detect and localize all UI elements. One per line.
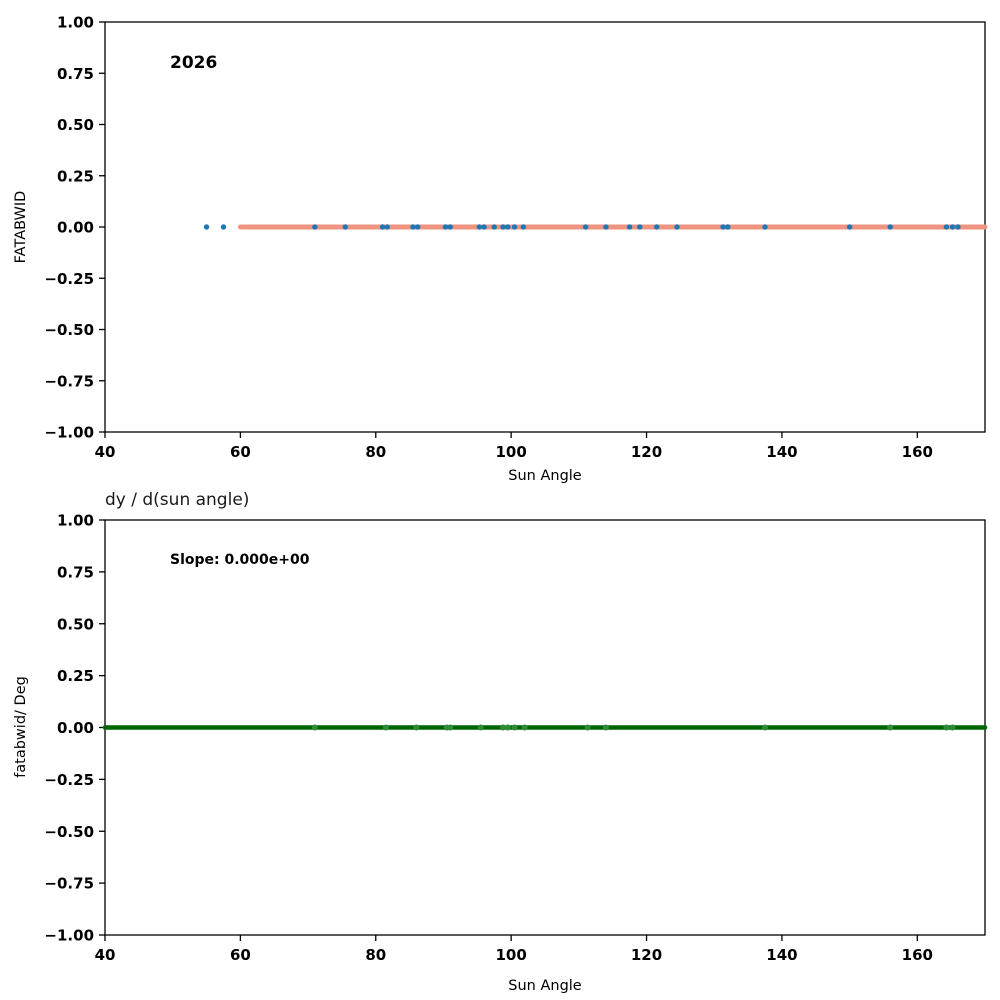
scatter-point [379, 224, 386, 230]
y-tick-label: −0.75 [44, 875, 94, 893]
y-tick-label: 1.00 [57, 14, 94, 32]
y-tick-label: −1.00 [44, 424, 94, 442]
scatter-point [415, 224, 421, 230]
y-tick-label: −0.50 [44, 823, 94, 841]
scatter-point [762, 724, 768, 731]
x-tick-label: 80 [365, 946, 386, 964]
x-tick-label: 120 [631, 946, 662, 964]
scatter-point [477, 724, 484, 731]
y-tick-label: 0.00 [57, 719, 94, 737]
scatter-point [943, 724, 950, 731]
scatter-point [943, 224, 950, 230]
scatter-point [725, 224, 731, 230]
y-tick-label: −0.25 [44, 771, 94, 789]
scatter-point [505, 224, 511, 230]
bottom-annotation: Slope: 0.000e+00 [170, 552, 310, 568]
bottom-xlabel: Sun Angle [508, 978, 582, 994]
scatter-point [203, 224, 210, 230]
y-tick-label: 0.50 [57, 615, 94, 633]
scatter-point [312, 224, 318, 230]
y-tick-label: 1.00 [57, 512, 94, 530]
scatter-point [220, 224, 227, 230]
top-chart: 40 60 80 100 120 140 160 1.00 0.75 0.50 0.25 0.00 −0… [13, 14, 988, 484]
bottom-ylabel: fatabwid/ Deg [13, 676, 29, 778]
scatter-point [382, 724, 389, 731]
scatter-point [447, 224, 453, 230]
scatter-point [447, 724, 454, 731]
scatter-point [511, 224, 518, 230]
scatter-point [413, 724, 420, 731]
top-chart-plot-area: 40 60 80 100 120 140 160 1.00 0.75 0.50 0.25 0.00 −0… [44, 14, 988, 461]
x-tick-label: 80 [365, 443, 386, 461]
y-tick-label: 0.25 [57, 667, 94, 685]
x-tick-label: 140 [766, 946, 797, 964]
y-tick-label: −0.75 [44, 372, 94, 390]
x-tick-label: 100 [495, 946, 526, 964]
scatter-point [955, 224, 961, 230]
scatter-point [720, 224, 726, 230]
y-tick-label: 0.75 [57, 563, 94, 581]
y-tick-label: 0.00 [57, 219, 94, 237]
scatter-point [674, 224, 680, 230]
y-tick-label: 0.25 [57, 167, 94, 185]
x-tick-label: 100 [495, 443, 526, 461]
scatter-point [521, 724, 528, 731]
scatter-point [602, 724, 609, 731]
scatter-point [500, 224, 506, 230]
scatter-point [476, 224, 483, 230]
scatter-point [511, 724, 518, 731]
x-tick-label: 60 [230, 443, 251, 461]
bottom-chart: 40 60 80 100 120 140 160 1.00 0.75 0.50 0.25 0.00 −0… [13, 490, 988, 994]
x-tick-label: 160 [902, 443, 933, 461]
scatter-point [887, 724, 894, 731]
bottom-title: dy / d(sun angle) [105, 490, 249, 510]
scatter-point [637, 224, 643, 230]
y-tick-label: 0.75 [57, 65, 94, 83]
y-tick-label: −1.00 [44, 927, 94, 945]
x-tick-label: 40 [95, 946, 116, 964]
scatter-point [410, 224, 416, 230]
y-tick-label: 0.50 [57, 116, 94, 134]
scatter-point [520, 224, 527, 230]
scatter-point [846, 224, 853, 230]
scatter-point [949, 724, 956, 731]
scatter-point [762, 224, 768, 230]
scatter-point [949, 224, 956, 230]
top-ylabel: FATABWID [13, 191, 29, 264]
x-tick-label: 160 [902, 946, 933, 964]
scatter-point [491, 224, 497, 230]
scatter-point [342, 224, 349, 230]
scatter-point [603, 224, 609, 230]
y-tick-label: −0.50 [44, 321, 94, 339]
scatter-point [653, 224, 660, 230]
bottom-chart-plot-area: 40 60 80 100 120 140 160 1.00 0.75 0.50 0.25 0.00 −0… [44, 512, 988, 964]
scatter-point [442, 224, 449, 230]
x-tick-label: 60 [230, 946, 251, 964]
scatter-point [887, 224, 893, 230]
top-annotation: 2026 [170, 53, 217, 73]
x-tick-label: 140 [766, 443, 797, 461]
scatter-point [584, 724, 591, 731]
y-tick-label: −0.25 [44, 270, 94, 288]
scatter-point [311, 724, 318, 731]
scatter-point [504, 724, 511, 731]
x-tick-label: 120 [631, 443, 662, 461]
scatter-point [500, 724, 507, 731]
top-xlabel: Sun Angle [508, 468, 582, 484]
x-tick-label: 40 [95, 443, 116, 461]
scatter-point [626, 224, 633, 230]
scatter-point [582, 224, 589, 230]
scatter-point [481, 224, 487, 230]
scatter-point [384, 224, 390, 230]
